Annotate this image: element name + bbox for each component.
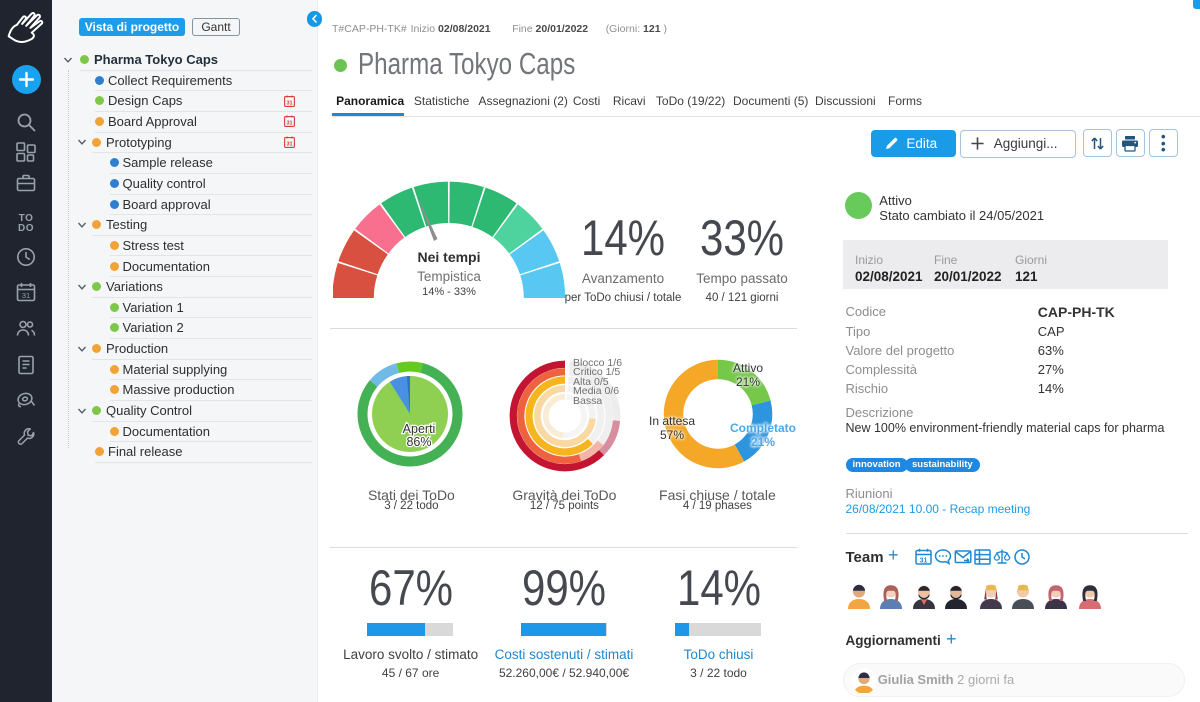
svg-text:31: 31 <box>286 100 292 106</box>
svg-text:31: 31 <box>22 291 30 300</box>
svg-text:Aperti: Aperti <box>402 422 435 436</box>
svg-text:31: 31 <box>286 142 292 148</box>
svg-text:31: 31 <box>919 558 927 565</box>
svg-text:86%: 86% <box>406 435 431 449</box>
svg-text:31: 31 <box>286 121 292 127</box>
